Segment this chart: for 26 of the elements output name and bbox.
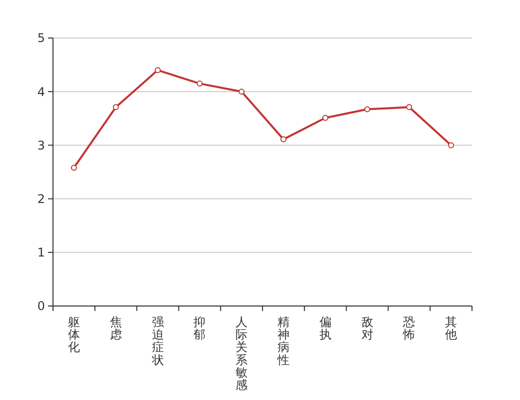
y-tick-label: 3 [37,138,45,152]
point [238,88,245,95]
x-tick-label: 躯体化 [68,315,80,354]
x-tick-label: 人际关系敏感 [236,315,248,392]
x-tick-label: 精神病性 [276,315,290,367]
x-tick-label: 其他 [445,315,458,342]
y-tick-label: 2 [37,192,45,206]
x-tick-label: 焦虑 [110,315,122,342]
point [280,136,286,142]
x-tick-label: 偏执 [319,315,332,342]
x-tick-label: 强迫症状 [150,315,164,367]
y-tick-label: 5 [37,31,45,46]
point [112,104,119,110]
x-tick-label: 敌对 [361,315,374,342]
y-tick-label: 0 [37,299,45,314]
x-tick-label: 恐怖 [402,315,416,342]
x-tick-label: 抑郁 [194,315,206,342]
point [406,104,412,110]
point [70,164,77,171]
point [364,106,370,112]
point [154,67,161,74]
y-tick-label: 4 [37,84,45,99]
y-tick-label: 1 [37,246,45,260]
point [322,114,328,121]
point [448,142,454,148]
point [196,80,203,87]
